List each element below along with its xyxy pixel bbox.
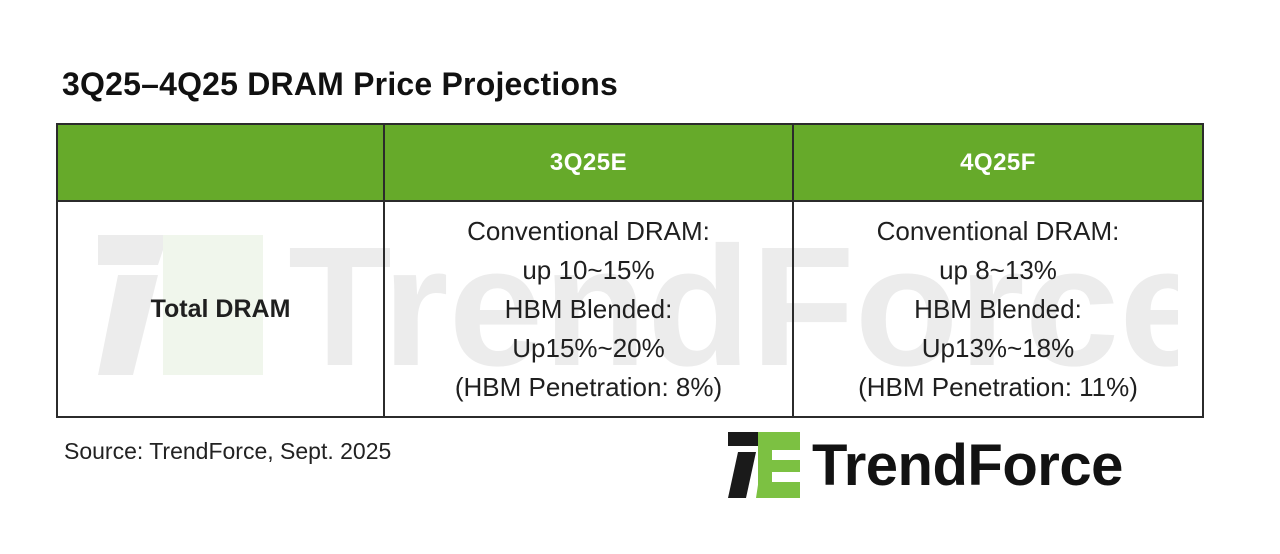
- trendforce-logo: TrendForce: [728, 430, 1198, 500]
- brand-name: TrendForce: [812, 433, 1123, 498]
- cell-line: Conventional DRAM:: [467, 215, 710, 246]
- cell-line: (HBM Penetration: 8%): [454, 371, 723, 402]
- page-title: 3Q25–4Q25 DRAM Price Projections: [62, 66, 618, 102]
- table-row: Total DRAM Conventional DRAM: up 10~15% …: [56, 200, 1204, 418]
- source-note: Source: TrendForce, Sept. 2025: [64, 438, 392, 464]
- cell-4q25f: Conventional DRAM: up 8~13% HBM Blended:…: [792, 200, 1204, 418]
- cell-line: (HBM Penetration: 11%): [858, 371, 1138, 402]
- cell-line: Conventional DRAM:: [876, 215, 1120, 246]
- projection-table-container: 3Q25E 4Q25F Total DRAM Conventional DRAM…: [56, 123, 1204, 418]
- cell-line: up 8~13%: [939, 254, 1057, 285]
- row-label-total-dram: Total DRAM: [56, 200, 385, 418]
- cell-3q25e: Conventional DRAM: up 10~15% HBM Blended…: [383, 200, 794, 418]
- cell-line: HBM Blended:: [504, 293, 673, 324]
- trendforce-logo-mark-icon: [728, 432, 800, 498]
- projection-table: 3Q25E 4Q25F Total DRAM Conventional DRAM…: [56, 123, 1204, 418]
- cell-line: Up13%~18%: [921, 332, 1075, 363]
- cell-line: up 10~15%: [522, 254, 655, 285]
- cell-line: HBM Blended:: [914, 293, 1082, 324]
- header-empty-cell: [56, 123, 385, 202]
- header-3q25e: 3Q25E: [383, 123, 794, 202]
- table-header-row: 3Q25E 4Q25F: [56, 123, 1204, 202]
- header-4q25f: 4Q25F: [792, 123, 1204, 202]
- cell-line: Up15%~20%: [512, 332, 665, 363]
